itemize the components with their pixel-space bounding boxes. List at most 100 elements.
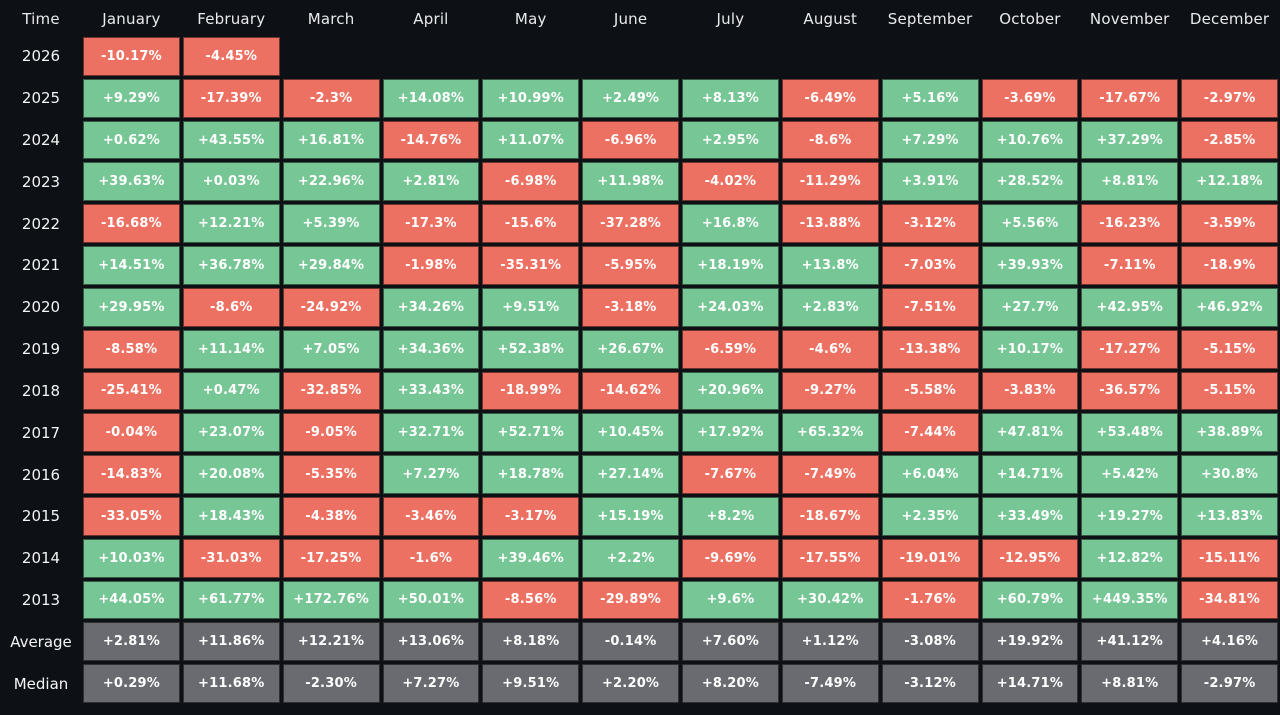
empty-cell — [1181, 37, 1278, 76]
return-cell-2018-april: +33.43% — [382, 371, 480, 411]
return-cell-2022-june: -37.28% — [582, 204, 679, 244]
return-cell-2017-february: +23.07% — [182, 413, 280, 453]
return-cell-2017-december: +38.89% — [1181, 413, 1278, 453]
return-cell-2022-may: -15.6% — [482, 204, 580, 244]
return-cell-2018-october: -3.83% — [981, 371, 1079, 411]
return-cell-2014-march: -17.25% — [282, 538, 380, 578]
return-cell-2017-april: +32.71% — [382, 413, 480, 453]
return-cell-2022-july: +16.8% — [682, 204, 779, 244]
return-cell-2023-september: +3.91% — [881, 162, 979, 202]
return-cell-2015-june: +15.19% — [582, 496, 679, 536]
return-cell-2016-march: -5.35% — [282, 455, 380, 494]
return-cell-median-january: +0.29% — [83, 664, 180, 703]
return-cell-2024-august: -8.6% — [781, 120, 879, 160]
month-header-december: December — [1189, 10, 1270, 28]
return-cell-2025-december: -2.97% — [1181, 78, 1278, 118]
return-cell-2025-june: +2.49% — [582, 78, 679, 118]
return-cell-2020-may: +9.51% — [482, 287, 580, 327]
return-cell-2025-september: +5.16% — [881, 78, 979, 118]
return-cell-2016-october: +14.71% — [981, 455, 1079, 494]
return-cell-2014-april: -1.6% — [382, 538, 480, 578]
return-cell-2016-june: +27.14% — [582, 455, 679, 494]
return-cell-2023-january: +39.63% — [83, 162, 180, 202]
return-cell-2023-february: +0.03% — [182, 162, 280, 202]
year-label-2019: 2019 — [21, 340, 61, 359]
return-cell-2014-may: +39.46% — [482, 538, 580, 578]
return-cell-2025-october: -3.69% — [981, 78, 1079, 118]
year-label-2016: 2016 — [21, 465, 61, 484]
return-cell-2025-may: +10.99% — [482, 78, 580, 118]
year-label-2015: 2015 — [21, 507, 61, 526]
return-cell-2021-july: +18.19% — [682, 246, 779, 285]
return-cell-2019-april: +34.36% — [382, 329, 480, 369]
return-cell-2022-october: +5.56% — [981, 204, 1079, 244]
return-cell-2023-july: -4.02% — [682, 162, 779, 202]
year-label-2021: 2021 — [21, 256, 61, 275]
return-cell-average-february: +11.86% — [182, 622, 280, 662]
return-cell-2022-august: -13.88% — [781, 204, 879, 244]
month-header-may: May — [514, 10, 547, 28]
return-cell-average-march: +12.21% — [282, 622, 380, 662]
return-cell-2022-january: -16.68% — [83, 204, 180, 244]
summary-label-average: Average — [10, 632, 72, 651]
return-cell-2024-july: +2.95% — [682, 120, 779, 160]
return-cell-2015-october: +33.49% — [981, 496, 1079, 536]
month-header-march: March — [307, 10, 355, 28]
return-cell-2023-may: -6.98% — [482, 162, 580, 202]
return-cell-2018-february: +0.47% — [182, 371, 280, 411]
return-cell-2022-february: +12.21% — [182, 204, 280, 244]
year-label-2017: 2017 — [21, 423, 61, 442]
return-cell-2014-september: -19.01% — [881, 538, 979, 578]
return-cell-2020-march: -24.92% — [282, 287, 380, 327]
month-header-july: July — [716, 10, 745, 28]
return-cell-2019-november: -17.27% — [1081, 329, 1179, 369]
return-cell-2026-january: -10.17% — [83, 37, 180, 76]
return-cell-median-november: +8.81% — [1081, 664, 1179, 703]
return-cell-2018-may: -18.99% — [482, 371, 580, 411]
return-cell-2019-december: -5.15% — [1181, 329, 1278, 369]
year-label-2018: 2018 — [21, 381, 61, 400]
return-cell-2013-january: +44.05% — [83, 580, 180, 620]
return-cell-2023-june: +11.98% — [582, 162, 679, 202]
return-cell-2018-january: -25.41% — [83, 371, 180, 411]
return-cell-2021-february: +36.78% — [182, 246, 280, 285]
month-header-june: June — [613, 10, 648, 28]
return-cell-2020-november: +42.95% — [1081, 287, 1179, 327]
return-cell-2017-november: +53.48% — [1081, 413, 1179, 453]
return-cell-2020-april: +34.26% — [382, 287, 480, 327]
return-cell-median-may: +9.51% — [482, 664, 580, 703]
return-cell-2022-november: -16.23% — [1081, 204, 1179, 244]
return-cell-2013-june: -29.89% — [582, 580, 679, 620]
return-cell-median-june: +2.20% — [582, 664, 679, 703]
month-header-february: February — [197, 10, 266, 28]
return-cell-2020-december: +46.92% — [1181, 287, 1278, 327]
return-cell-2024-june: -6.96% — [582, 120, 679, 160]
return-cell-median-december: -2.97% — [1181, 664, 1278, 703]
return-cell-2025-february: -17.39% — [182, 78, 280, 118]
return-cell-2023-october: +28.52% — [981, 162, 1079, 202]
year-label-2024: 2024 — [21, 131, 61, 150]
return-cell-2013-september: -1.76% — [881, 580, 979, 620]
return-cell-2015-august: -18.67% — [781, 496, 879, 536]
return-cell-2016-august: -7.49% — [781, 455, 879, 494]
return-cell-2025-january: +9.29% — [83, 78, 180, 118]
return-cell-average-april: +13.06% — [382, 622, 480, 662]
return-cell-2021-november: -7.11% — [1081, 246, 1179, 285]
return-cell-2024-december: -2.85% — [1181, 120, 1278, 160]
month-header-september: September — [887, 10, 973, 28]
return-cell-2015-september: +2.35% — [881, 496, 979, 536]
return-cell-2015-march: -4.38% — [282, 496, 380, 536]
return-cell-2025-july: +8.13% — [682, 78, 779, 118]
return-cell-2020-july: +24.03% — [682, 287, 779, 327]
return-cell-average-july: +7.60% — [682, 622, 779, 662]
return-cell-2022-december: -3.59% — [1181, 204, 1278, 244]
return-cell-2014-august: -17.55% — [781, 538, 879, 578]
empty-cell — [982, 37, 1079, 76]
return-cell-2015-november: +19.27% — [1081, 496, 1179, 536]
return-cell-2017-june: +10.45% — [582, 413, 679, 453]
return-cell-2017-may: +52.71% — [482, 413, 580, 453]
return-cell-2024-october: +10.76% — [981, 120, 1079, 160]
return-cell-2023-april: +2.81% — [382, 162, 480, 202]
return-cell-2024-march: +16.81% — [282, 120, 380, 160]
